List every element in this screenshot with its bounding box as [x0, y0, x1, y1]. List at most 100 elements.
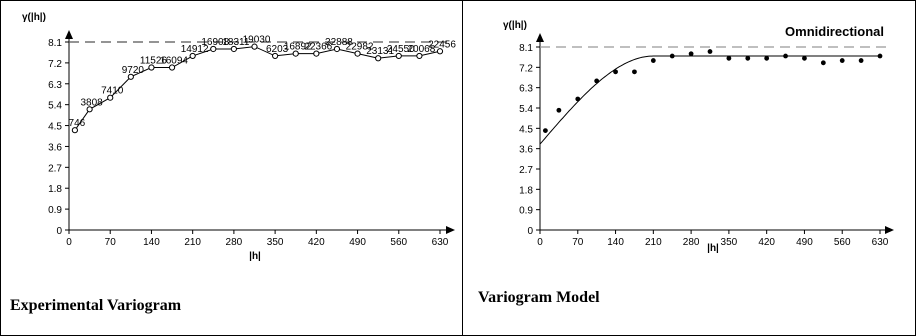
point-pair-count-label: 19030 — [243, 35, 271, 46]
data-point — [613, 69, 618, 75]
y-axis-arrow — [536, 33, 544, 42]
data-point — [313, 50, 320, 57]
point-pair-count-label: 3808 — [80, 97, 103, 108]
data-point — [575, 96, 581, 102]
y-tick-label: 6.3 — [519, 84, 533, 95]
right-caption: Variogram Model — [478, 289, 600, 306]
data-point — [395, 52, 402, 60]
point-pair-count-label: 22456 — [428, 39, 456, 50]
y-tick-label: 0 — [527, 226, 533, 237]
point-pair-count-label: 22366 — [304, 42, 332, 53]
x-tick-label: 350 — [267, 237, 284, 248]
point-pair-count-label: 20068 — [407, 44, 435, 55]
y-tick-label: 3.6 — [48, 142, 62, 153]
point-pair-count-label: 6203 — [266, 44, 289, 55]
point-pair-count-label: 24550 — [387, 44, 415, 55]
data-point — [375, 55, 382, 62]
x-axis-arrow — [885, 226, 894, 234]
y-tick-label: 0.9 — [519, 206, 533, 217]
x-tick-label: 280 — [683, 237, 700, 248]
y-tick-label: 0 — [56, 226, 62, 237]
y-tick-label: 1.8 — [48, 184, 62, 195]
data-point — [107, 94, 114, 101]
x-tick-label: 210 — [645, 237, 662, 248]
point-pair-count-label: 18311 — [222, 37, 250, 48]
data-point — [745, 55, 751, 61]
data-point — [292, 50, 299, 57]
data-point — [333, 45, 341, 53]
data-point — [877, 53, 883, 59]
variogram-model-chart: 0 70 140 210 280 350 420 490 560 630 0 0.9 1.8 2.7 3.6… — [503, 20, 894, 254]
data-point — [230, 45, 237, 53]
x-tick-label: 140 — [607, 237, 624, 248]
x-tick-label: 0 — [66, 237, 72, 248]
point-pair-count-label: 14912 — [181, 44, 209, 55]
x-tick-label: 70 — [105, 237, 117, 248]
x-tick-label: 560 — [390, 237, 407, 248]
point-pair-count-label: 11526 — [140, 56, 168, 67]
data-point — [669, 53, 675, 59]
data-point — [71, 127, 78, 134]
point-pair-count-label: 22888 — [325, 37, 353, 48]
x-tick-label: 490 — [349, 237, 366, 248]
left-caption: Experimental Variogram — [10, 297, 182, 314]
y-axis-label: γ(|h|) — [22, 12, 46, 23]
data-point — [650, 58, 656, 63]
x-tick-label: 630 — [872, 237, 889, 248]
x-tick-label: 280 — [226, 237, 243, 248]
point-pair-count-label: 746 — [69, 118, 86, 129]
y-tick-label: 5.4 — [48, 101, 62, 112]
y-tick-label: 2.7 — [519, 165, 533, 176]
x-tick-label: 0 — [537, 237, 543, 248]
data-point — [858, 58, 864, 63]
x-tick-label: 350 — [721, 237, 738, 248]
x-tick-label: 420 — [758, 237, 775, 248]
y-tick-label: 8.1 — [519, 43, 533, 54]
data-point — [86, 106, 93, 113]
x-tick-label: 490 — [796, 237, 813, 248]
x-tick-label: 420 — [308, 237, 325, 248]
x-tick-label: 140 — [143, 237, 160, 248]
x-tick-label: 210 — [184, 237, 201, 248]
y-tick-label: 0.9 — [48, 205, 62, 216]
data-point — [354, 50, 361, 57]
y-tick-label: 4.5 — [48, 122, 62, 133]
x-axis-label: |h| — [707, 243, 719, 254]
x-axis-arrow — [446, 226, 455, 234]
data-point — [802, 55, 807, 61]
data-point — [272, 52, 279, 60]
data-point — [542, 128, 548, 133]
y-axis-label: γ(|h|) — [503, 20, 527, 31]
data-point — [839, 58, 845, 63]
point-pair-count-label: 9720 — [122, 65, 145, 76]
data-point — [688, 51, 694, 57]
x-tick-label: 70 — [572, 237, 584, 248]
data-point — [556, 107, 562, 113]
point-pair-count-label: 16908 — [201, 37, 229, 48]
data-point — [251, 43, 258, 50]
y-axis-arrow — [65, 30, 73, 39]
point-pair-count-label: 23131 — [366, 46, 394, 57]
y-tick-label: 5.4 — [519, 104, 533, 115]
data-point — [783, 53, 788, 59]
data-point — [436, 48, 444, 55]
y-tick-label: 4.5 — [519, 124, 533, 135]
data-point — [168, 64, 176, 71]
chart-title: Omnidirectional — [785, 24, 884, 39]
y-tick-label: 3.6 — [519, 145, 533, 156]
data-point — [416, 52, 423, 60]
point-pair-count-label: 16094 — [160, 56, 188, 67]
data-point — [148, 64, 155, 71]
point-pair-count-label: 7410 — [101, 86, 124, 97]
y-tick-label: 7.2 — [48, 59, 62, 70]
data-point — [820, 60, 826, 66]
y-tick-label: 2.7 — [48, 163, 62, 174]
data-point — [210, 45, 217, 53]
experimental-variogram-chart: 0 70 140 210 280 350 420 490 560 630 0 0.9 1.8 2.7 3.6… — [22, 12, 456, 262]
y-tick-label: 1.8 — [519, 185, 533, 196]
y-tick-label: 7.2 — [519, 63, 533, 74]
data-point — [632, 69, 637, 75]
data-point — [726, 55, 732, 61]
x-axis-label: |h| — [249, 251, 261, 262]
